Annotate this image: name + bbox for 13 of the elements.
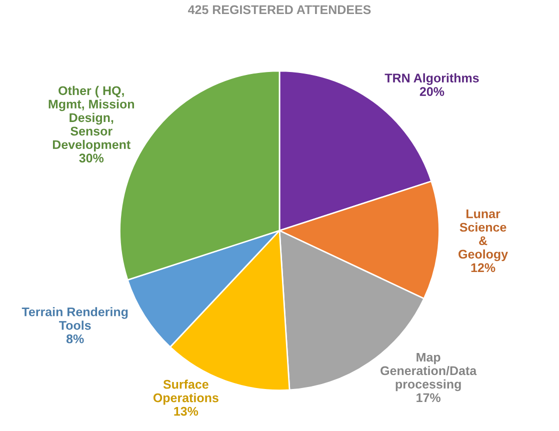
chart-title: 425 REGISTERED ATTENDEES: [188, 5, 371, 14]
data-label: 30%: [79, 154, 104, 163]
data-label: 8%: [66, 334, 84, 344]
slice-label: Map Generation/Data processing: [380, 352, 477, 392]
slice-label: Terrain Rendering Tools: [22, 307, 128, 330]
data-label: 20%: [420, 87, 444, 96]
slice-label: TRN Algorithms: [384, 73, 479, 85]
data-label: 17%: [416, 393, 440, 402]
slice-label: Lunar Science & Geology: [458, 209, 508, 262]
slice-label: Surface Operations: [153, 380, 218, 405]
slice-label: Other ( HQ, Mgmt, Mission Design, Sensor Development: [48, 86, 134, 152]
data-label: 12%: [471, 263, 496, 272]
data-label: 13%: [174, 406, 198, 416]
